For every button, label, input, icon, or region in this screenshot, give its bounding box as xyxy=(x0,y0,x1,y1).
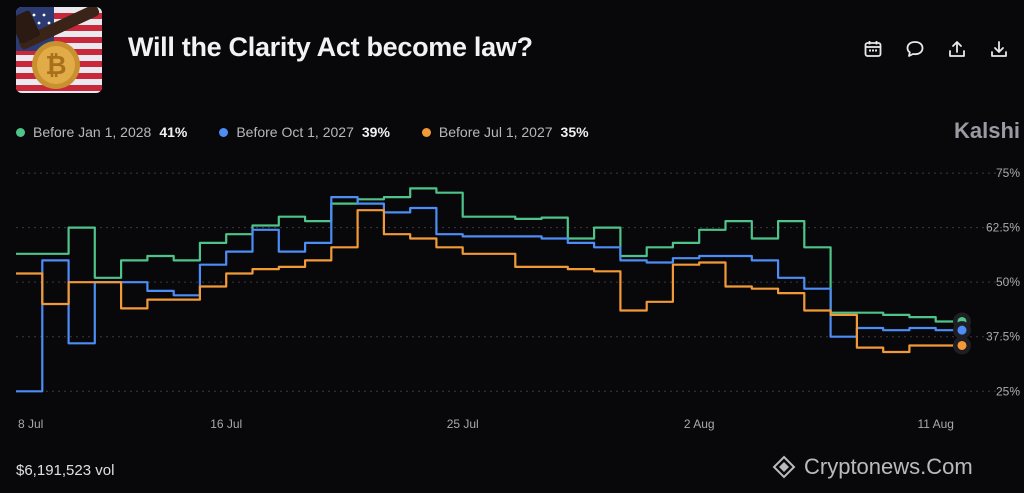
comment-icon[interactable] xyxy=(904,38,926,60)
y-tick-label: 62.5% xyxy=(986,221,1020,235)
series-line xyxy=(16,187,962,323)
x-tick-label: 8 Jul xyxy=(18,417,43,431)
market-thumbnail: ₿ xyxy=(16,7,102,93)
series-line xyxy=(16,196,962,393)
chart-legend: Before Jan 1, 2028 41% Before Oct 1, 202… xyxy=(16,124,589,140)
y-tick-label: 75% xyxy=(996,166,1020,180)
y-tick-label: 25% xyxy=(996,384,1020,398)
legend-item-oct-2027[interactable]: Before Oct 1, 2027 39% xyxy=(219,124,390,140)
legend-dot xyxy=(421,127,431,137)
legend-label: Before Jul 1, 2027 xyxy=(438,124,553,140)
page-title: Will the Clarity Act become law? xyxy=(128,32,533,62)
legend-dot xyxy=(219,127,229,137)
legend-value: 39% xyxy=(361,124,390,140)
endpoint-marker[interactable] xyxy=(957,325,967,335)
watermark: Cryptonews.Com xyxy=(772,454,973,480)
legend-item-jul-2027[interactable]: Before Jul 1, 2027 35% xyxy=(421,124,589,140)
toolbar xyxy=(862,38,1010,60)
endpoint-marker[interactable] xyxy=(957,340,967,350)
diamond-logo-icon xyxy=(772,455,796,479)
kalshi-logo: Kalshi xyxy=(953,118,1020,143)
x-tick-label: 16 Jul xyxy=(210,417,242,431)
x-tick-label: 25 Jul xyxy=(447,417,479,431)
x-tick-label: 11 Aug xyxy=(917,417,953,431)
legend-label: Before Jan 1, 2028 xyxy=(33,124,152,140)
y-tick-label: 50% xyxy=(996,275,1020,289)
calendar-icon[interactable] xyxy=(862,38,884,60)
y-tick-label: 37.5% xyxy=(986,330,1020,344)
series-line xyxy=(16,209,962,354)
legend-value: 41% xyxy=(159,124,188,140)
svg-text:₿: ₿ xyxy=(45,51,66,81)
watermark-text: Cryptonews.Com xyxy=(804,454,973,479)
share-icon[interactable] xyxy=(946,38,968,60)
volume-label: $6,191,523 vol xyxy=(16,462,115,479)
legend-value: 35% xyxy=(560,124,589,140)
bitcoin-flag-gavel-image: ₿ xyxy=(16,7,102,93)
legend-item-jan-2028[interactable]: Before Jan 1, 2028 41% xyxy=(16,124,187,140)
download-icon[interactable] xyxy=(988,38,1010,60)
legend-dot xyxy=(16,127,25,137)
x-tick-label: 2 Aug xyxy=(684,417,715,431)
legend-label: Before Oct 1, 2027 xyxy=(236,124,354,140)
probability-chart[interactable]: 75% 62.5% 50% 37.5% 25% 8 Jul 16 Jul 25 Jul 2 Au… xyxy=(0,160,1024,440)
